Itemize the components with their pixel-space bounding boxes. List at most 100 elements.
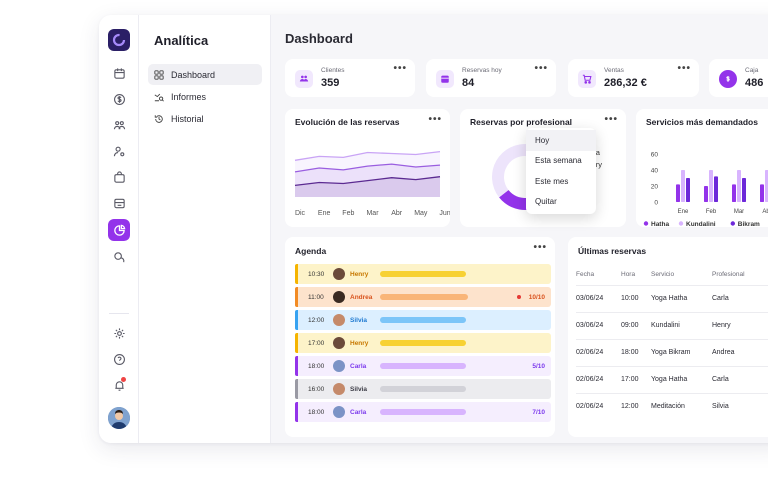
agenda-row[interactable]: 17:00 Henry — [295, 333, 551, 353]
chat-icon[interactable] — [108, 246, 130, 268]
agenda-time: 12:00 — [308, 316, 325, 324]
kpi-value: 286,32 € — [604, 77, 647, 89]
x-tick-label: Mar — [734, 209, 744, 215]
agenda-row-accent — [295, 310, 298, 330]
agenda-time: 17:00 — [308, 339, 325, 347]
analytics-icon[interactable] — [108, 219, 130, 241]
more-options-icon[interactable]: ••• — [604, 114, 618, 125]
cart-icon — [578, 70, 596, 88]
calendar-icon[interactable] — [108, 62, 130, 84]
icon-rail — [99, 15, 139, 443]
agenda-name: Henry — [350, 339, 369, 347]
subnav-item-dashboard[interactable]: Dashboard — [148, 64, 262, 85]
kpi-value: 84 — [462, 77, 475, 89]
agenda-row-accent — [295, 264, 298, 284]
more-options-icon[interactable]: ••• — [428, 114, 442, 125]
agenda-row[interactable]: 18:00 Carla 7/10 — [295, 402, 551, 422]
table-header: Profesional — [712, 271, 745, 278]
dropdown-item-este-mes[interactable]: Este mes — [535, 176, 569, 186]
evolution-line-chart: Dic Ene Feb Mar Abr May Jun — [294, 150, 450, 217]
more-options-icon[interactable]: ••• — [533, 242, 547, 253]
card-title: Servicios más demandados — [646, 117, 758, 127]
line-series-area — [295, 176, 440, 197]
gear-icon[interactable] — [108, 322, 130, 344]
bell-icon[interactable] — [108, 374, 130, 396]
avatar — [333, 406, 345, 418]
bar-hatha — [732, 184, 736, 202]
dollar-icon[interactable] — [108, 88, 130, 110]
section-title: Analítica — [154, 33, 209, 48]
line-series-2 — [294, 176, 441, 187]
x-tick-label: Feb — [706, 209, 717, 215]
agenda-name: Silvia — [350, 385, 367, 393]
subnav-item-label: Historial — [171, 113, 204, 124]
user-avatar[interactable] — [108, 407, 130, 429]
y-tick-label: 60 — [651, 152, 659, 159]
table-cell: Carla — [712, 295, 729, 302]
agenda-row-accent — [295, 333, 298, 353]
agenda-row[interactable]: 18:00 Carla 5/10 — [295, 356, 551, 376]
users-icon — [295, 70, 313, 88]
kpi-card-caja: Caja 486 — [709, 59, 768, 97]
bag-icon[interactable] — [108, 166, 130, 188]
more-options-icon[interactable]: ••• — [534, 63, 548, 74]
table-header: Fecha — [576, 271, 595, 278]
y-tick-label: 40 — [651, 168, 659, 175]
more-options-icon[interactable]: ••• — [677, 63, 691, 74]
agenda-row[interactable]: 12:00 Silvia — [295, 310, 551, 330]
group-icon[interactable] — [108, 114, 130, 136]
table-header: Servicio — [651, 271, 675, 278]
rail-divider — [109, 313, 129, 314]
agenda-row[interactable]: 11:00 Andrea 10/10 — [295, 287, 551, 307]
legend-label: Kundalini — [686, 221, 716, 228]
avatar — [333, 291, 345, 303]
evolution-card: Evolución de las reservas ••• Dic Ene Feb M… — [285, 109, 450, 227]
card-title: Agenda — [295, 246, 327, 256]
table-cell: 02/06/24 — [576, 403, 604, 410]
table-cell: Andrea — [712, 349, 735, 356]
history-icon — [154, 114, 163, 123]
avatar — [333, 314, 345, 326]
agenda-count: 5/10 — [532, 362, 545, 370]
legend-label: Bikram — [738, 221, 760, 228]
agenda-row[interactable]: 16:00 Silvia — [295, 379, 551, 399]
x-tick-label: Mar — [366, 210, 379, 217]
table-header: Hora — [621, 271, 636, 278]
user-settings-icon[interactable] — [108, 140, 130, 162]
x-tick-label: Abr — [391, 210, 403, 217]
avatar — [333, 360, 345, 372]
agenda-name: Henry — [350, 270, 369, 278]
agenda-row-accent — [295, 379, 298, 399]
more-options-icon[interactable]: ••• — [393, 63, 407, 74]
table-cell: Yoga Hatha — [651, 295, 688, 302]
store-icon[interactable] — [108, 192, 130, 214]
subnav-item-label: Dashboard — [171, 69, 216, 80]
dropdown-item-quitar[interactable]: Quitar — [535, 197, 557, 207]
agenda-row-accent — [295, 402, 298, 422]
alert-dot — [517, 295, 521, 299]
dropdown-item-hoy[interactable]: Hoy — [526, 130, 596, 151]
table-divider — [576, 312, 768, 313]
agenda-name: Andrea — [350, 293, 373, 301]
subnav-item-historial[interactable]: Historial — [148, 108, 262, 129]
subnav-item-informes[interactable]: Informes — [148, 86, 262, 107]
y-tick-label: 0 — [654, 200, 658, 207]
period-dropdown-menu: Hoy Esta semana Este mes Quitar — [526, 128, 596, 214]
agenda-card: Agenda ••• 10:30 Henry 11:00 Andrea 10/1… — [285, 237, 555, 437]
kpi-card-reservas: Reservas hoy 84 ••• — [426, 59, 556, 97]
bar-hatha — [704, 186, 708, 202]
line-series-0 — [294, 150, 441, 161]
agenda-time: 18:00 — [308, 362, 325, 370]
app-logo[interactable] — [108, 29, 130, 51]
app-window: Analítica Dashboard Informes Historial D… — [99, 15, 768, 443]
agenda-row-accent — [295, 356, 298, 376]
table-cell: 18:00 — [621, 349, 639, 356]
bar-bikram — [742, 178, 746, 202]
agenda-progress-bar — [380, 340, 466, 346]
bar-bikram — [714, 176, 718, 202]
agenda-count: 7/10 — [532, 408, 545, 416]
dropdown-item-esta-semana[interactable]: Esta semana — [535, 156, 582, 166]
agenda-row[interactable]: 10:30 Henry — [295, 264, 551, 284]
help-icon[interactable] — [108, 348, 130, 370]
table-cell: 03/06/24 — [576, 322, 604, 329]
